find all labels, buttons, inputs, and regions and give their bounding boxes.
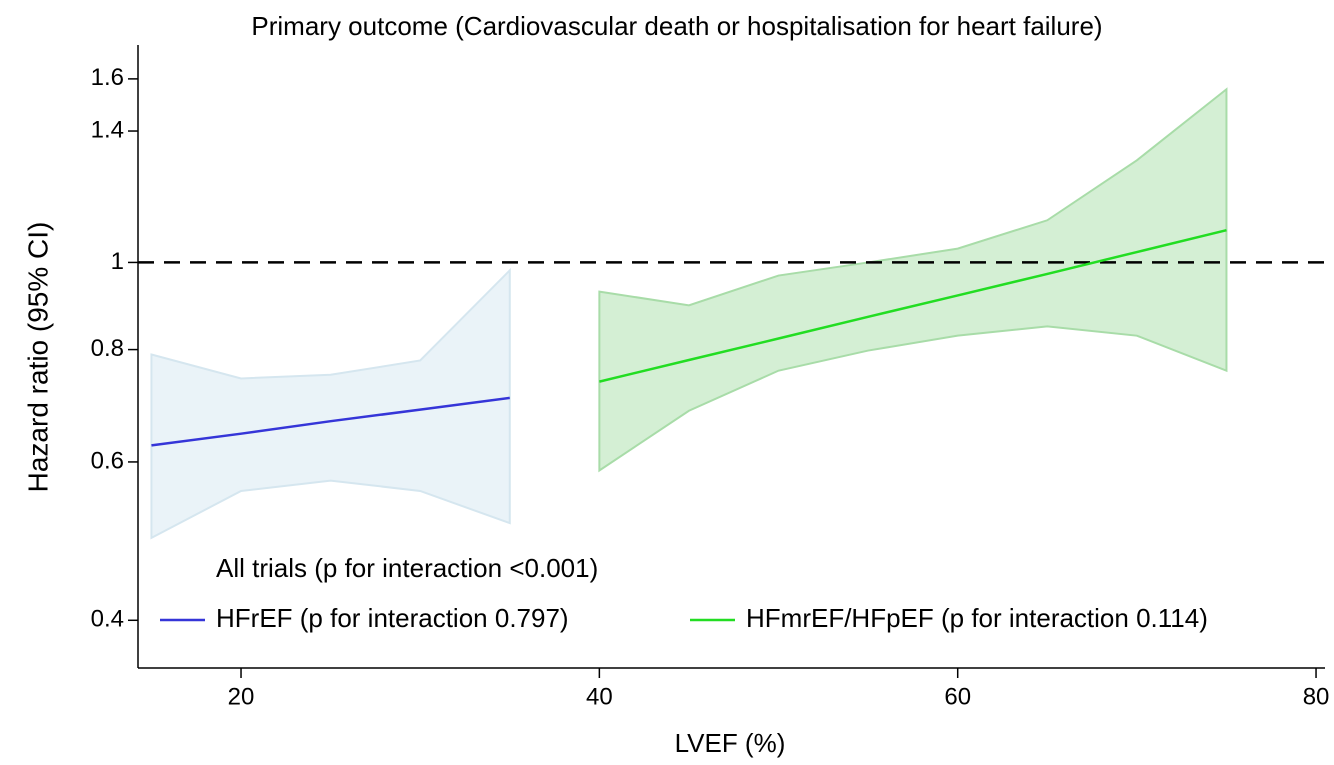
x-tick-label: 20 bbox=[228, 683, 255, 710]
y-tick-label: 1.6 bbox=[91, 64, 124, 91]
y-tick-label: 1.4 bbox=[91, 116, 124, 143]
y-tick-label: 0.6 bbox=[91, 447, 124, 474]
y-tick-label: 0.4 bbox=[91, 606, 124, 633]
y-tick-label: 1 bbox=[111, 248, 124, 275]
x-axis-label: LVEF (%) bbox=[675, 728, 786, 758]
series-line bbox=[599, 229, 1227, 383]
y-axis-label: Hazard ratio (95% CI) bbox=[22, 222, 53, 493]
ci-band bbox=[598, 87, 1228, 473]
x-tick-label: 60 bbox=[944, 683, 971, 710]
ci-band bbox=[150, 267, 511, 540]
series-line bbox=[151, 396, 510, 447]
legend-label: HFrEF (p for interaction 0.797) bbox=[216, 603, 569, 633]
chart-title: Primary outcome (Cardiovascular death or… bbox=[251, 11, 1102, 41]
legend-title: All trials (p for interaction <0.001) bbox=[216, 553, 598, 583]
x-tick-label: 80 bbox=[1303, 683, 1330, 710]
y-tick-label: 0.8 bbox=[91, 335, 124, 362]
x-tick-label: 40 bbox=[586, 683, 613, 710]
legend-label: HFmrEF/HFpEF (p for interaction 0.114) bbox=[746, 603, 1208, 633]
